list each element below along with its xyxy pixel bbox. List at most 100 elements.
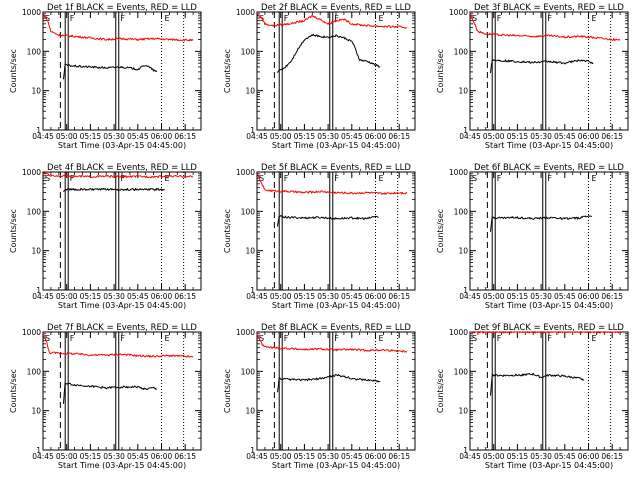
x-axis-label: Start Time (03-Apr-15 04:45:00) xyxy=(58,141,186,150)
start-label: S xyxy=(472,334,477,343)
x-tick-label: 05:15 xyxy=(80,132,102,141)
y-tick-label: 1 xyxy=(36,446,41,455)
marker-label: F xyxy=(334,14,339,23)
x-tick-label: 04:45 xyxy=(246,132,268,141)
x-tick-label: 05:15 xyxy=(294,452,316,461)
panel-title: Det 4f BLACK = Events, RED = LLD xyxy=(47,163,197,173)
y-tick-label: 1000 xyxy=(236,328,255,337)
lld-series-line xyxy=(42,13,194,42)
x-tick-label: 06:00 xyxy=(151,132,173,141)
panel-9: Det 9f BLACK = Events, RED = LLD 1 10 100 10… xyxy=(436,323,629,470)
marker-label: F xyxy=(497,14,502,23)
x-tick-label: 06:00 xyxy=(151,292,173,301)
x-tick-label: 06:15 xyxy=(388,452,410,461)
lld-series-line xyxy=(469,331,621,334)
x-axis-label: Start Time (03-Apr-15 04:45:00) xyxy=(58,301,186,310)
x-tick-label: 05:30 xyxy=(530,292,552,301)
y-tick-label: 1000 xyxy=(22,328,41,337)
panel-4: Det 4f BLACK = Events, RED = LLD 1 10 100 10… xyxy=(9,163,202,310)
panel-title: Det 9f BLACK = Events, RED = LLD xyxy=(474,323,624,333)
plot-frame xyxy=(469,171,629,291)
x-tick-label: 06:15 xyxy=(388,132,410,141)
x-tick-label: 06:15 xyxy=(601,292,623,301)
marker-label: E xyxy=(379,174,384,183)
x-tick-label: 05:15 xyxy=(507,292,529,301)
plot-frame xyxy=(256,11,416,131)
x-tick-label: 05:30 xyxy=(530,452,552,461)
x-tick-label: 06:00 xyxy=(151,452,173,461)
marker-label: E xyxy=(379,14,384,23)
y-axis-label: Counts/sec xyxy=(9,369,18,413)
events-series-line xyxy=(63,382,157,404)
y-tick-label: 1000 xyxy=(449,168,468,177)
x-tick-label: 05:45 xyxy=(554,452,576,461)
marker-label: F xyxy=(120,14,125,23)
marker-label: F xyxy=(120,334,125,343)
x-tick-label: 05:15 xyxy=(507,132,529,141)
x-tick-label: 05:45 xyxy=(127,452,149,461)
y-tick-label: 1000 xyxy=(236,168,255,177)
x-tick-label: 05:15 xyxy=(294,292,316,301)
y-axis-label: Counts/sec xyxy=(436,49,445,93)
x-tick-label: 05:00 xyxy=(56,452,78,461)
x-tick-label: 06:00 xyxy=(365,292,387,301)
start-label: S xyxy=(45,174,50,183)
marker-label: E xyxy=(592,14,597,23)
x-tick-label: 04:45 xyxy=(32,452,54,461)
marker-label: E xyxy=(165,14,170,23)
x-tick-label: 05:45 xyxy=(127,292,149,301)
y-tick-label: 100 xyxy=(241,207,256,216)
marker-label: F xyxy=(284,334,289,343)
events-series-line xyxy=(63,63,158,80)
y-tick-label: 10 xyxy=(458,87,468,96)
x-tick-label: 05:45 xyxy=(127,132,149,141)
y-tick-label: 100 xyxy=(27,47,42,56)
x-tick-label: 05:30 xyxy=(317,132,339,141)
x-axis-label: Start Time (03-Apr-15 04:45:00) xyxy=(485,141,613,150)
lld-series-line xyxy=(42,333,194,358)
panel-8: Det 8f BLACK = Events, RED = LLD 1 10 100 10… xyxy=(223,323,416,470)
panel-2: Det 2f BLACK = Events, RED = LLD 1 10 100 10… xyxy=(223,3,416,150)
x-tick-label: 04:45 xyxy=(459,292,481,301)
plot-frame xyxy=(469,11,629,131)
y-tick-label: 1 xyxy=(463,286,468,295)
events-series-line xyxy=(277,33,381,73)
x-tick-label: 06:15 xyxy=(601,452,623,461)
marker-label: F xyxy=(547,174,552,183)
marker-label: F xyxy=(334,174,339,183)
start-label: S xyxy=(472,174,477,183)
marker-label: F xyxy=(284,174,289,183)
marker-label: E xyxy=(165,174,170,183)
y-tick-label: 1000 xyxy=(236,8,255,17)
x-tick-label: 05:15 xyxy=(80,292,102,301)
x-tick-label: 05:15 xyxy=(507,452,529,461)
x-tick-label: 06:00 xyxy=(578,292,600,301)
marker-label: F xyxy=(547,334,552,343)
x-tick-label: 06:00 xyxy=(578,452,600,461)
events-series-line xyxy=(277,215,379,227)
events-series-line xyxy=(490,59,594,73)
x-tick-label: 05:00 xyxy=(483,132,505,141)
y-axis-label: Counts/sec xyxy=(9,209,18,253)
y-tick-label: 100 xyxy=(454,207,469,216)
y-tick-label: 100 xyxy=(454,47,469,56)
x-tick-label: 06:15 xyxy=(601,132,623,141)
panel-title: Det 5f BLACK = Events, RED = LLD xyxy=(261,163,411,173)
y-tick-label: 1000 xyxy=(22,168,41,177)
y-axis-label: Counts/sec xyxy=(223,369,232,413)
plot-frame xyxy=(469,331,629,451)
x-tick-label: 04:45 xyxy=(246,452,268,461)
marker-label: E xyxy=(592,174,597,183)
x-tick-label: 04:45 xyxy=(459,452,481,461)
x-tick-label: 06:15 xyxy=(174,292,196,301)
x-axis-label: Start Time (03-Apr-15 04:45:00) xyxy=(58,461,186,470)
x-tick-label: 04:45 xyxy=(32,292,54,301)
events-series-line xyxy=(490,372,585,396)
x-tick-label: 05:00 xyxy=(483,292,505,301)
panel-title: Det 7f BLACK = Events, RED = LLD xyxy=(47,323,197,333)
y-tick-label: 10 xyxy=(245,247,255,256)
x-tick-label: 05:00 xyxy=(483,452,505,461)
marker-label: F xyxy=(120,174,125,183)
x-tick-label: 04:45 xyxy=(32,132,54,141)
y-tick-label: 10 xyxy=(31,407,41,416)
